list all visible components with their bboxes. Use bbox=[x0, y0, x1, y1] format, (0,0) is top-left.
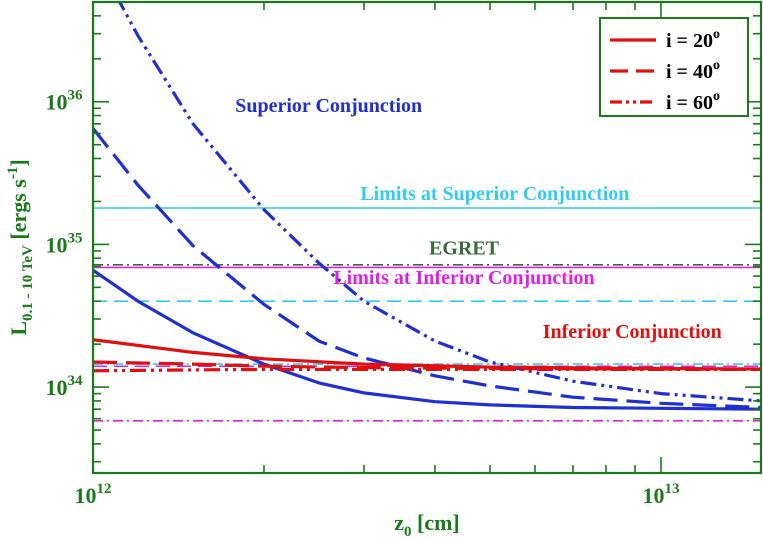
series-inferior-dashdotdot bbox=[93, 367, 761, 373]
plot-frame bbox=[91, 0, 763, 475]
y-tick-label: 1035 bbox=[46, 230, 83, 257]
legend-label: i = 60o bbox=[666, 89, 720, 114]
x-axis-label: z0 [cm] bbox=[394, 510, 460, 538]
x-tick-label: 1013 bbox=[642, 481, 679, 508]
legend-label: i = 20o bbox=[666, 27, 720, 52]
series-superior-dashed bbox=[93, 127, 761, 410]
y-axis-label: L0.1 - 10 TeV [ergs s-1] bbox=[5, 159, 36, 335]
legend-label: i = 40o bbox=[666, 58, 720, 83]
y-tick-label: 1036 bbox=[46, 88, 84, 115]
y-tick-label: 1034 bbox=[46, 373, 84, 400]
annotation-limits_superior: Limits at Superior Conjunction bbox=[360, 183, 629, 205]
annotation-superior: Superior Conjunction bbox=[235, 95, 422, 117]
annotation-egret: EGRET bbox=[429, 237, 500, 259]
annotation-inferior: Inferior Conjunction bbox=[543, 321, 722, 343]
legend-box bbox=[599, 17, 749, 117]
series-superior-dashdotdot bbox=[117, 2, 761, 403]
series-superior-solid bbox=[93, 268, 761, 411]
annotation-limits_inferior: Limits at Inferior Conjunction bbox=[333, 267, 594, 289]
x-tick-label: 1012 bbox=[75, 481, 112, 508]
